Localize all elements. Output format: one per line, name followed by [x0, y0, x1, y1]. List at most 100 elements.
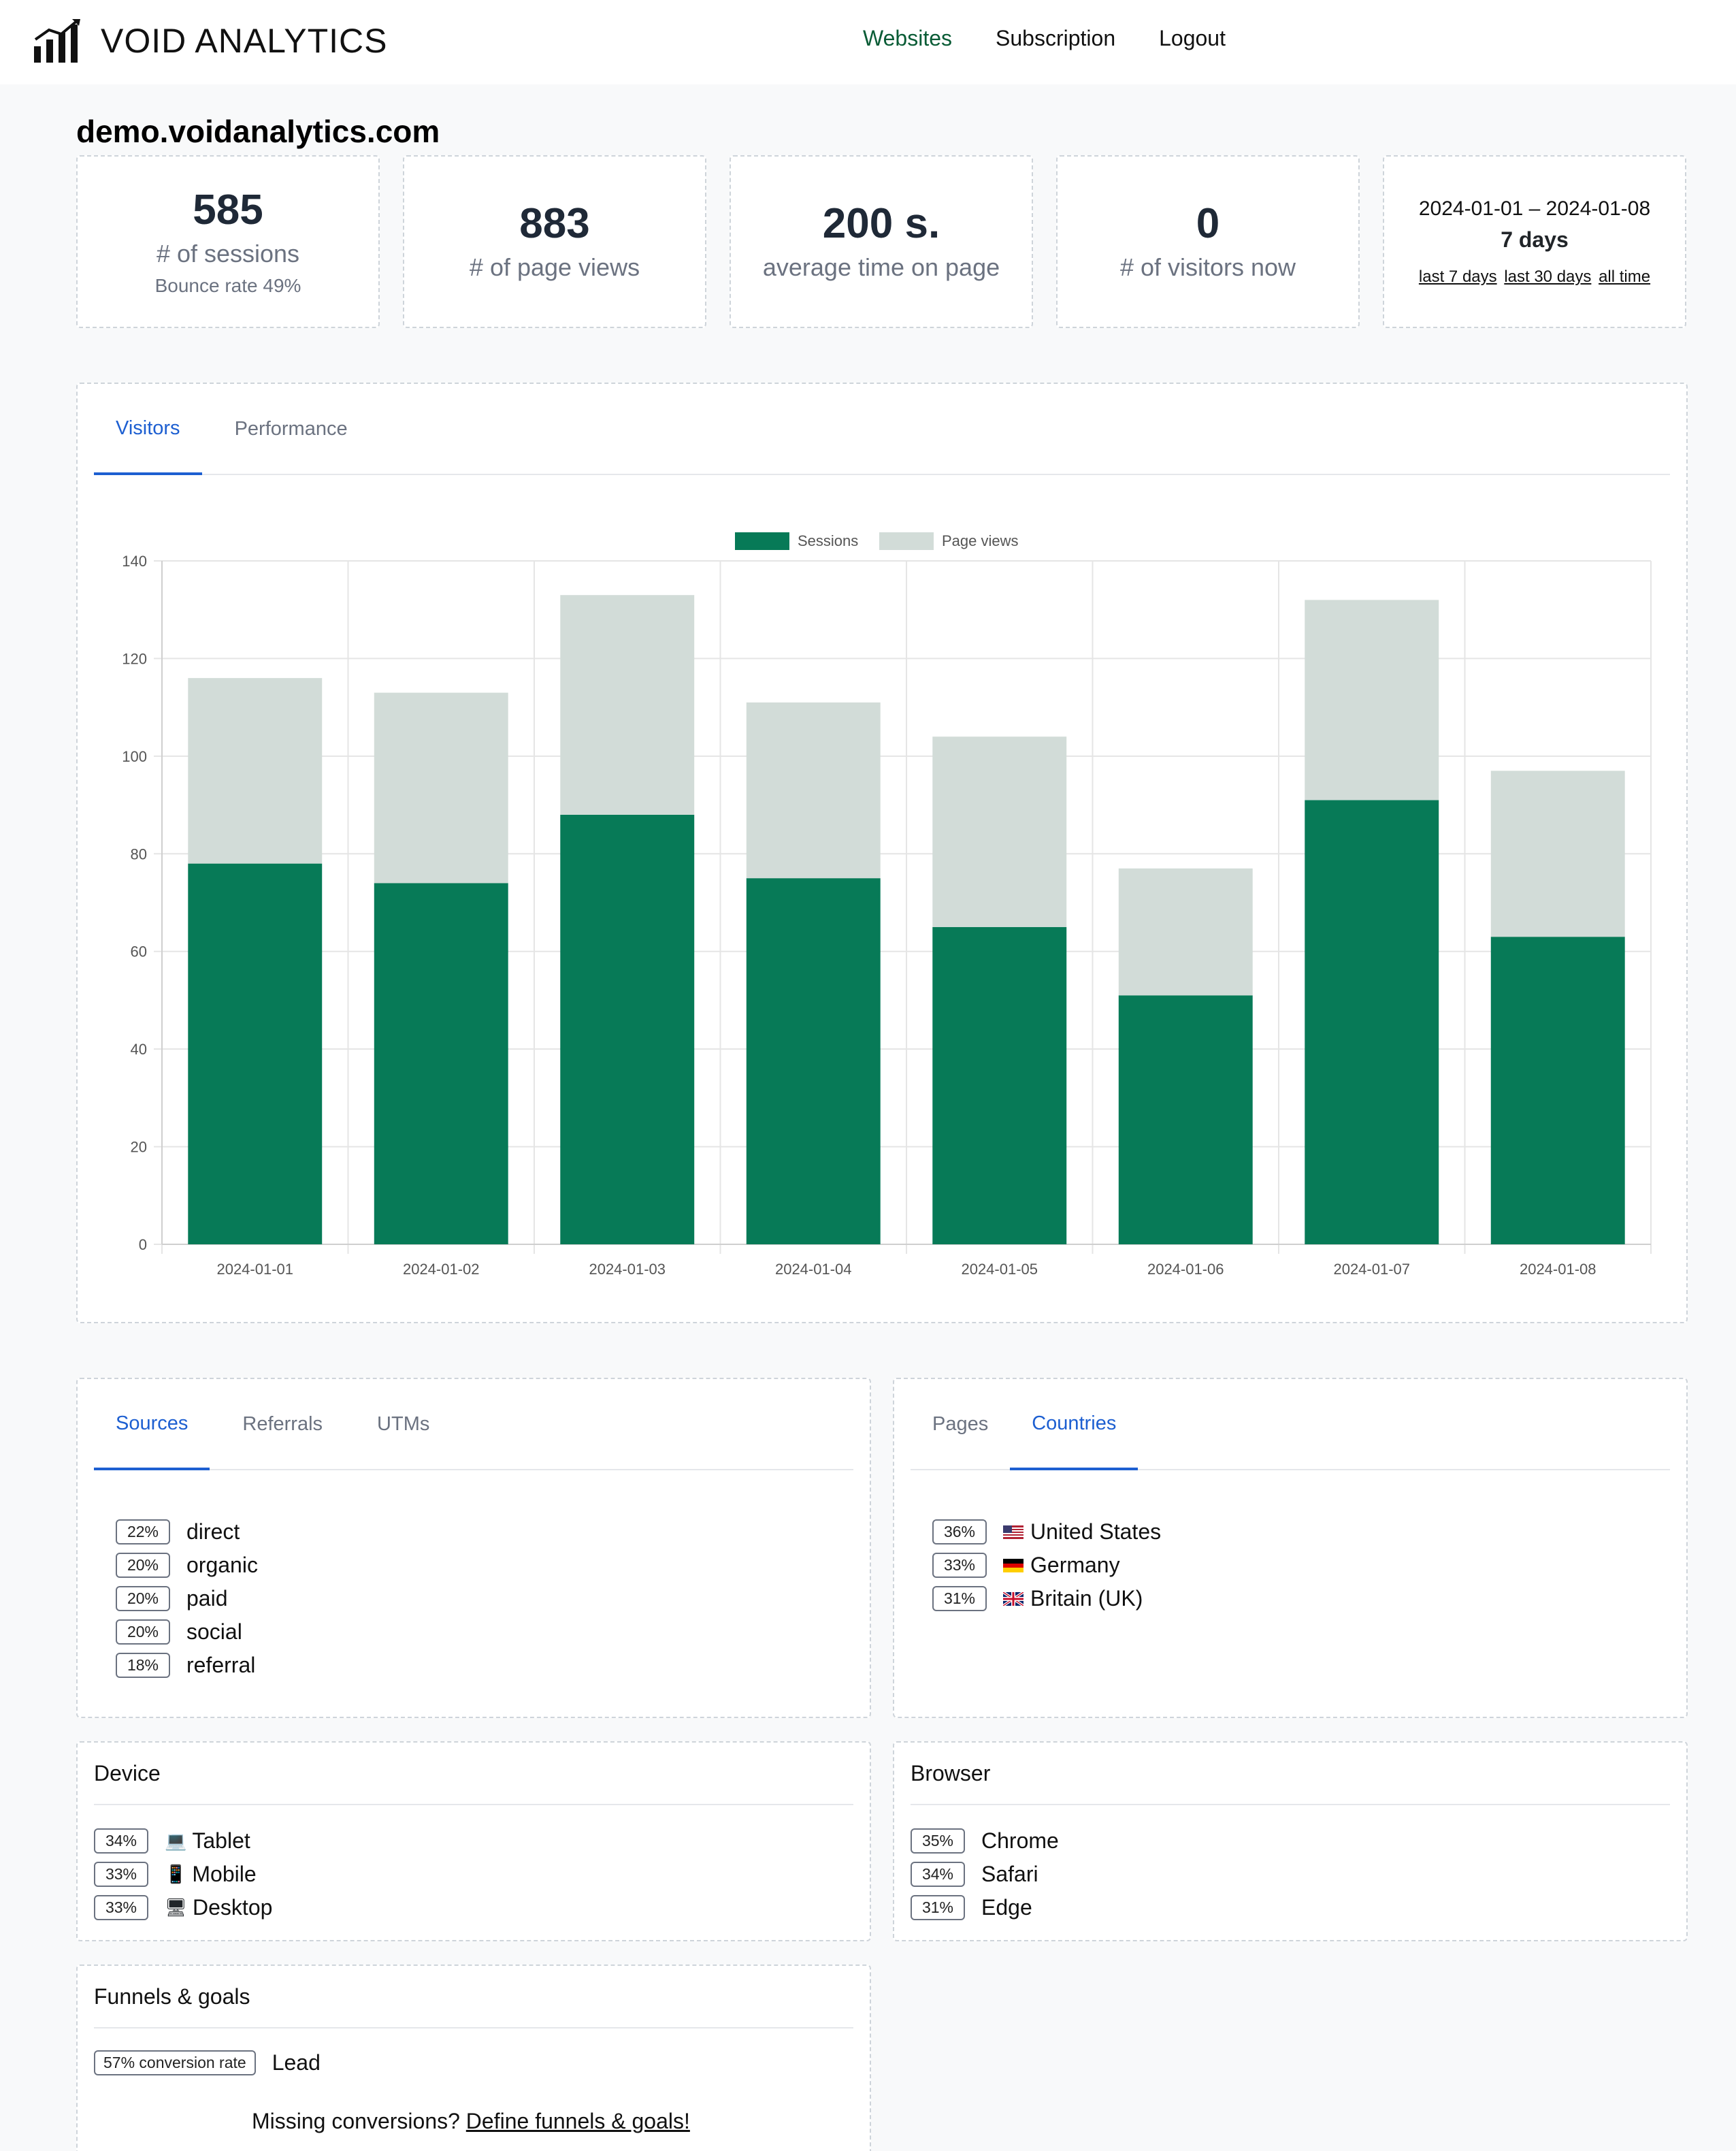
sources-card: Sources Referrals UTMs 22% direct 20% orga… — [76, 1378, 871, 1718]
x-tick-label: 2024-01-08 — [1520, 1261, 1596, 1278]
range-days: 7 days — [1501, 227, 1569, 252]
bar-sessions — [932, 926, 1067, 1244]
time-label: average time on page — [762, 253, 1000, 281]
tab-pages[interactable]: Pages — [932, 1412, 989, 1435]
sessions-label: # of sessions — [156, 240, 300, 268]
percent-badge: 33% — [932, 1553, 987, 1578]
bar-sessions — [560, 814, 695, 1244]
percent-badge: 22% — [116, 1519, 170, 1544]
legend-swatch — [735, 532, 789, 550]
source-label: referral — [186, 1653, 256, 1677]
nav-websites[interactable]: Websites — [863, 26, 953, 50]
list-item: 33% 🖥 Desktop — [94, 1891, 272, 1924]
percent-badge: 36% — [932, 1519, 987, 1544]
bar-page-views — [1305, 600, 1439, 800]
nav-logout[interactable]: Logout — [1159, 26, 1226, 50]
y-tick-label: 60 — [131, 943, 147, 960]
all-time-link[interactable]: all time — [1599, 268, 1651, 286]
define-funnels-link[interactable]: Define funnels & goals! — [465, 2109, 690, 2133]
legend-label: Sessions — [798, 532, 858, 549]
bar-page-views — [374, 692, 508, 884]
tab-visitors[interactable]: Visitors — [94, 384, 202, 475]
bar-page-views — [560, 595, 695, 815]
percent-badge: 31% — [932, 1586, 987, 1611]
percent-badge: 20% — [116, 1586, 170, 1611]
x-tick-label: 2024-01-03 — [589, 1261, 666, 1278]
bar-sessions — [1490, 937, 1625, 1244]
y-tick-label: 120 — [122, 650, 147, 667]
phone-icon: 📱 — [165, 1864, 187, 1884]
x-tick-label: 2024-01-02 — [403, 1261, 480, 1278]
y-tick-label: 20 — [131, 1139, 147, 1156]
laptop-icon: 💻 — [165, 1830, 187, 1851]
brand-logo[interactable]: VOID ANALYTICS — [33, 19, 388, 63]
y-tick-label: 140 — [122, 553, 147, 570]
pageviews-label: # of page views — [469, 253, 640, 281]
bar-sessions — [746, 878, 881, 1244]
desktop-icon: 🖥 — [165, 1897, 188, 1918]
y-tick-label: 80 — [131, 845, 147, 862]
bar-sessions — [1118, 995, 1253, 1244]
last-30-days-link[interactable]: last 30 days — [1504, 268, 1592, 286]
percent-badge: 31% — [911, 1895, 965, 1920]
y-tick-label: 100 — [122, 748, 147, 765]
goal-label: Lead — [272, 2050, 321, 2075]
pageviews-value: 883 — [519, 200, 590, 247]
brand-name: VOID ANALYTICS — [101, 22, 388, 60]
sources-list: 22% direct 20% organic 20% paid 20% social 1… — [116, 1515, 258, 1682]
bar-sessions — [374, 883, 508, 1244]
percent-badge: 20% — [116, 1619, 170, 1645]
countries-card: Pages Countries 36% United States 33% Ge… — [893, 1378, 1688, 1718]
visitors-now-card: 0 # of visitors now — [1056, 155, 1360, 328]
x-tick-label: 2024-01-01 — [216, 1261, 293, 1278]
device-title: Device — [94, 1743, 853, 1805]
percent-badge: 35% — [911, 1828, 965, 1854]
list-item: 20% social — [116, 1615, 258, 1649]
x-tick-label: 2024-01-04 — [775, 1261, 852, 1278]
tab-referrals[interactable]: Referrals — [242, 1412, 323, 1435]
country-label: United States — [1030, 1519, 1162, 1544]
chart-tabs: Visitors Performance — [94, 384, 1670, 475]
us-flag-icon — [1003, 1525, 1023, 1539]
last-7-days-link[interactable]: last 7 days — [1418, 268, 1497, 286]
bar-page-views — [1490, 771, 1625, 937]
percent-badge: 18% — [116, 1653, 170, 1678]
percent-badge: 34% — [911, 1862, 965, 1887]
tab-performance[interactable]: Performance — [234, 417, 348, 440]
percent-badge: 33% — [94, 1862, 148, 1887]
list-item: 34% 💻 Tablet — [94, 1824, 272, 1858]
device-label: Desktop — [193, 1895, 273, 1920]
bar-chart-logo-icon — [34, 19, 80, 63]
date-range: 2024-01-01 – 2024-01-08 — [1418, 197, 1651, 220]
list-item: 22% direct — [116, 1515, 258, 1549]
tab-sources[interactable]: Sources — [94, 1379, 210, 1470]
source-label: organic — [186, 1553, 258, 1577]
x-tick-label: 2024-01-07 — [1333, 1261, 1410, 1278]
percent-badge: 20% — [116, 1553, 170, 1578]
date-range-card: 2024-01-01 – 2024-01-08 7 days last 7 da… — [1383, 155, 1686, 328]
x-tick-label: 2024-01-05 — [961, 1261, 1038, 1278]
cta-text: Missing conversions? — [252, 2109, 460, 2133]
tab-countries[interactable]: Countries — [1010, 1379, 1139, 1470]
bar-page-views — [1118, 868, 1253, 996]
tab-utms[interactable]: UTMs — [377, 1412, 430, 1435]
browser-label: Safari — [981, 1862, 1038, 1886]
countries-list: 36% United States 33% Germany 31% — [932, 1515, 1161, 1615]
pages-countries-tabs: Pages Countries — [911, 1379, 1670, 1470]
list-item: 20% paid — [116, 1582, 258, 1615]
main-nav: Websites Subscription Logout — [863, 26, 1269, 51]
source-label: paid — [186, 1586, 228, 1611]
source-label: direct — [186, 1519, 240, 1544]
visitors-now-value: 0 — [1196, 200, 1220, 247]
funnels-cta: Missing conversions? Define funnels & go… — [252, 2109, 690, 2134]
funnels-card: Funnels & goals 57% conversion rate Lead… — [76, 1964, 871, 2151]
legend-swatch — [879, 532, 934, 550]
funnels-title: Funnels & goals — [94, 1966, 853, 2028]
nav-subscription[interactable]: Subscription — [996, 26, 1116, 50]
conversion-badge: 57% conversion rate — [94, 2050, 256, 2075]
list-item: 34% Safari — [911, 1858, 1059, 1891]
de-flag-icon — [1003, 1558, 1023, 1572]
visitors-now-label: # of visitors now — [1119, 253, 1296, 281]
percent-badge: 33% — [94, 1895, 148, 1920]
pageviews-card: 883 # of page views — [403, 155, 706, 328]
